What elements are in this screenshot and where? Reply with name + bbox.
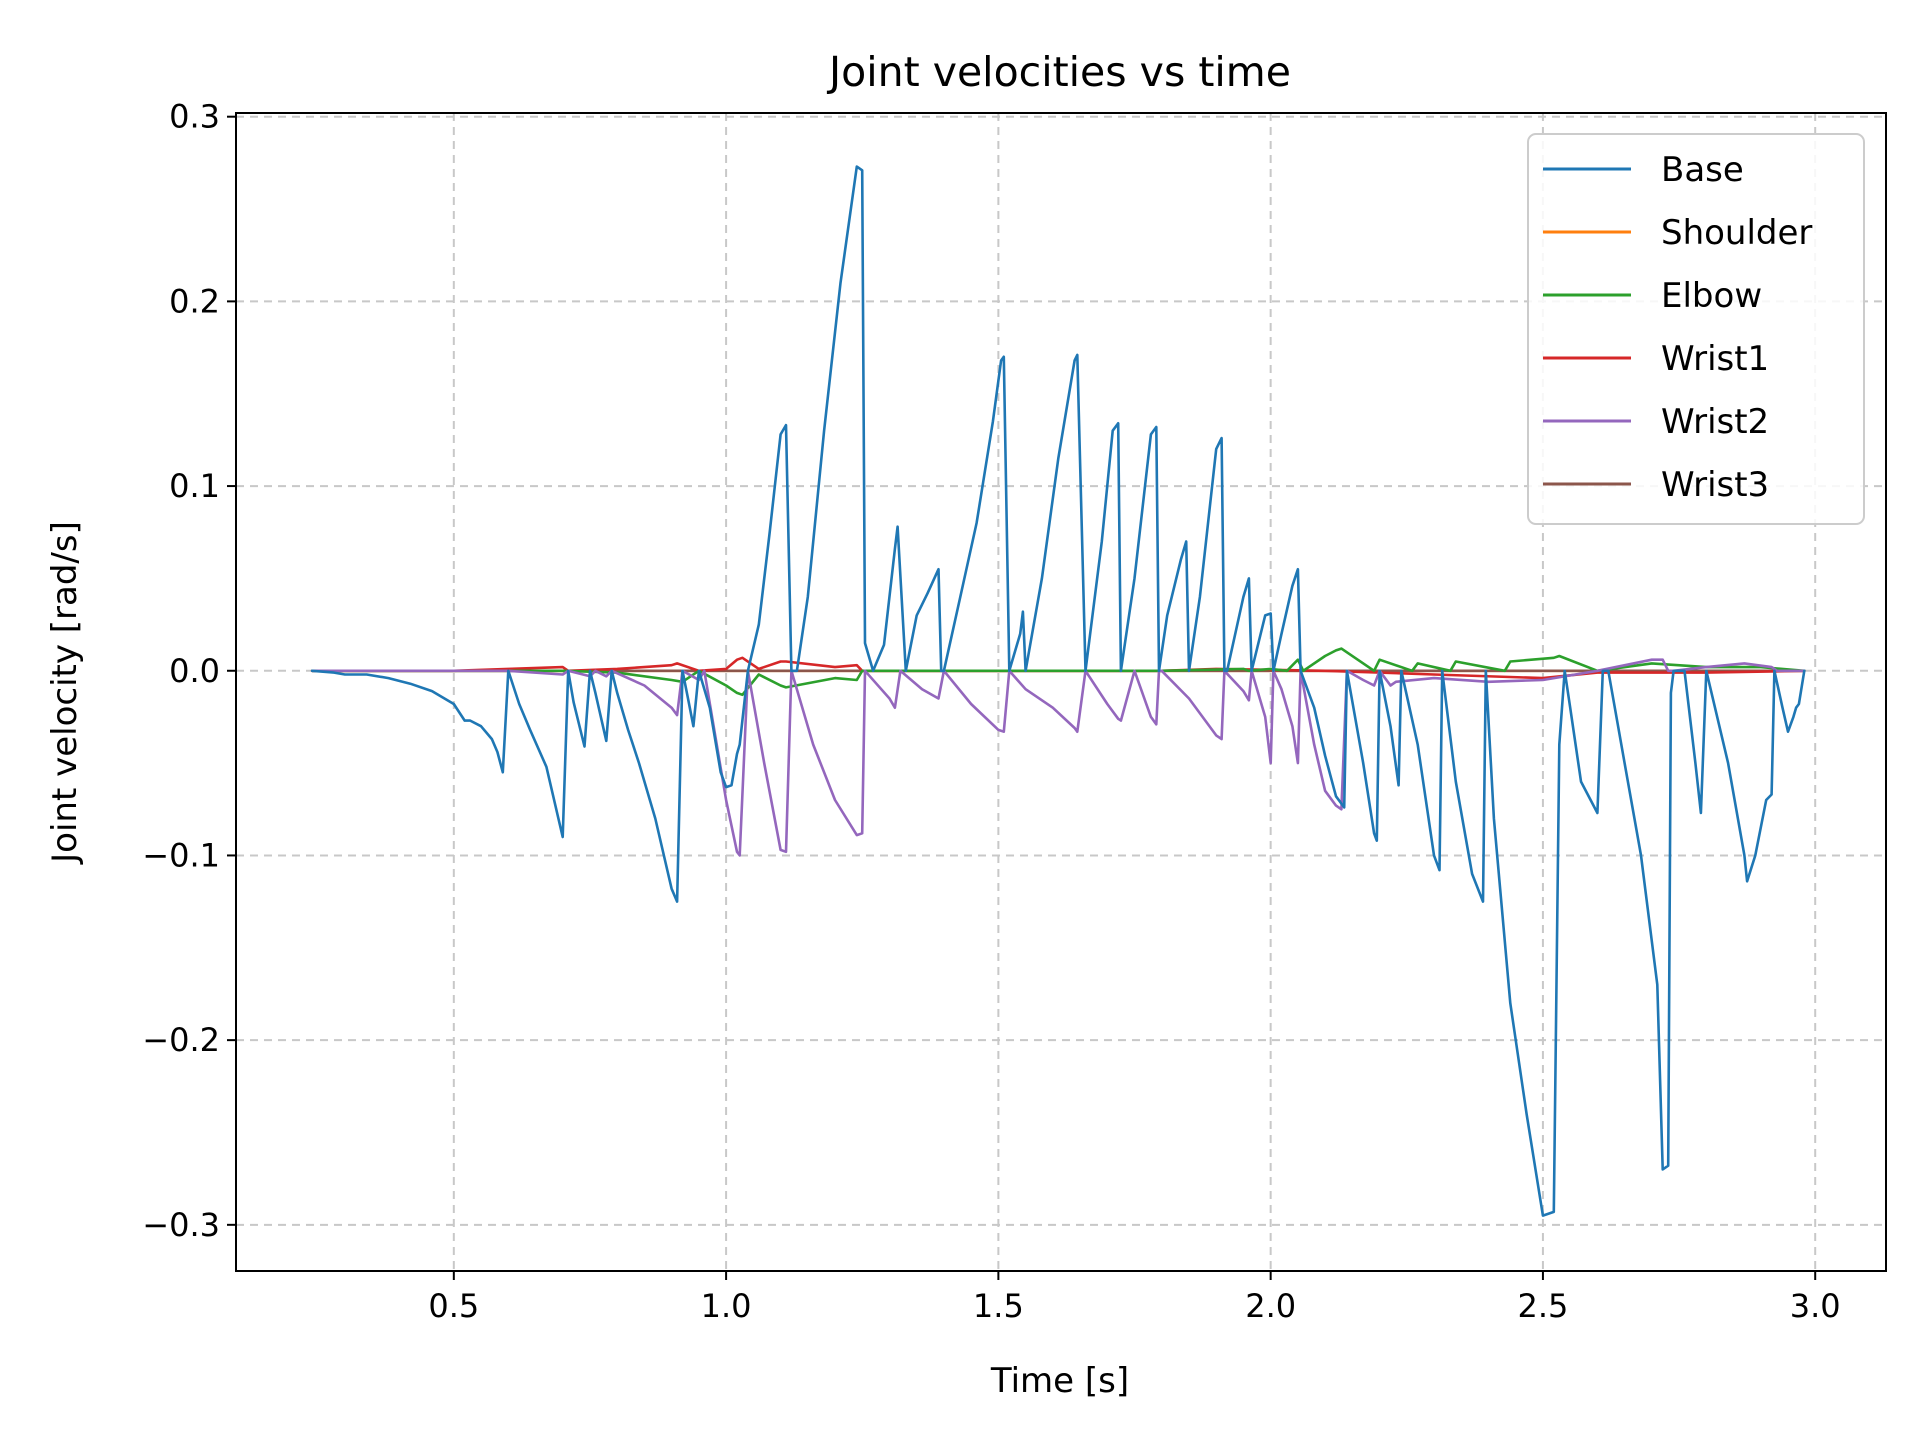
y-tick-label: −0.2 — [142, 1021, 220, 1059]
y-tick-label: −0.1 — [142, 836, 220, 874]
series-line-elbow — [310, 647, 1806, 697]
series-line-base — [310, 165, 1806, 1217]
y-tick-label: 0.1 — [169, 467, 220, 505]
legend-label-elbow: Elbow — [1661, 276, 1762, 316]
legend: Base Shoulder Elbow Wrist1 Wrist2 Wrist3 — [1527, 133, 1865, 525]
x-tick-label: 2.0 — [1245, 1287, 1296, 1325]
y-tick-label: 0.2 — [169, 282, 220, 320]
legend-items: Base Shoulder Elbow Wrist1 Wrist2 Wrist3 — [1543, 150, 1812, 505]
legend-label-wrist2: Wrist2 — [1661, 402, 1769, 442]
series-line-wrist1 — [310, 656, 1806, 680]
legend-label-wrist3: Wrist3 — [1661, 465, 1769, 505]
y-tick-label: 0.3 — [169, 98, 220, 136]
series-lines — [310, 165, 1806, 1217]
x-tick-label: 3.0 — [1790, 1287, 1841, 1325]
legend-label-base: Base — [1661, 150, 1744, 190]
plot-area-frame — [235, 112, 1887, 1272]
y-tick-label: 0.0 — [169, 652, 220, 690]
legend-label-wrist1: Wrist1 — [1661, 339, 1769, 379]
x-axis-label: Time [s] — [990, 1361, 1129, 1401]
x-tick-label: 1.0 — [701, 1287, 752, 1325]
x-tick-label: 2.5 — [1517, 1287, 1568, 1325]
legend-label-shoulder: Shoulder — [1661, 213, 1812, 253]
y-tick-label: −0.3 — [142, 1206, 220, 1244]
y-axis-ticks: −0.3 −0.2 −0.1 0.0 0.1 0.2 0.3 — [142, 98, 236, 1244]
x-tick-label: 0.5 — [428, 1287, 479, 1325]
y-axis-label: Joint velocity [rad/s] — [45, 521, 85, 865]
x-tick-label: 1.5 — [973, 1287, 1024, 1325]
chart-title: Joint velocities vs time — [826, 48, 1291, 96]
series-line-wrist2 — [310, 658, 1806, 857]
x-axis-ticks: 0.5 1.0 1.5 2.0 2.5 3.0 — [428, 1271, 1841, 1325]
